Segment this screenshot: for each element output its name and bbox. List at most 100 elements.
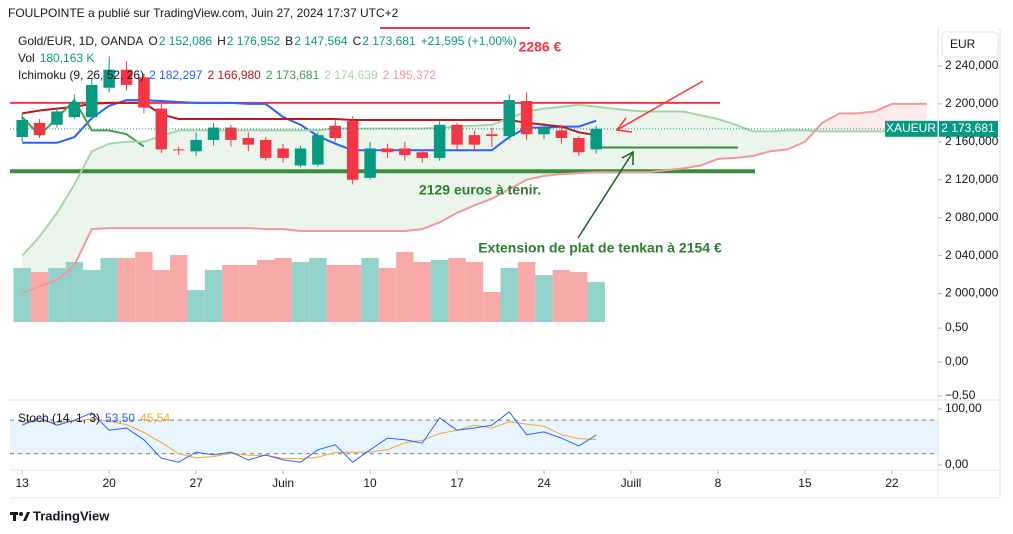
unit-box[interactable] bbox=[941, 31, 999, 58]
plot: 13 20 27 Juin 10 17 24 Juill 8 15 22 XAUEUR 2 173,68… bbox=[10, 34, 999, 490]
line-series bbox=[21, 103, 927, 257]
volume-bar bbox=[483, 291, 501, 322]
volume-bar bbox=[378, 267, 397, 322]
volume-bar bbox=[239, 265, 258, 322]
legend-item: Vol bbox=[18, 51, 35, 65]
red-arrow bbox=[615, 80, 704, 133]
x-tick-label: 24 bbox=[537, 476, 551, 490]
cloud bbox=[700, 115, 718, 166]
x-tick-label: Juill bbox=[621, 476, 642, 490]
cloud bbox=[735, 124, 753, 158]
volume-bar bbox=[587, 281, 605, 322]
y-tick-label: 2 080,000 bbox=[945, 210, 999, 224]
legend-item: 2 152,086 bbox=[159, 34, 213, 48]
volume-bar bbox=[152, 269, 171, 322]
cloud bbox=[770, 130, 788, 152]
cloud bbox=[283, 130, 301, 231]
candle-body bbox=[33, 122, 46, 136]
candle-body bbox=[486, 134, 498, 137]
candle-body bbox=[312, 135, 324, 165]
cloud bbox=[143, 136, 162, 229]
line-series bbox=[21, 102, 927, 295]
cloud bbox=[648, 111, 666, 173]
candle-body bbox=[68, 101, 81, 118]
candle-body bbox=[172, 149, 185, 151]
volume-bar bbox=[170, 255, 188, 322]
legend-item: 2 176,952 bbox=[227, 34, 281, 48]
volume-bar bbox=[100, 257, 118, 322]
x-tick-label: 20 bbox=[102, 476, 116, 490]
volume-bar bbox=[117, 257, 136, 322]
x-tick-label: 13 bbox=[15, 476, 29, 490]
cloud bbox=[787, 130, 805, 150]
cloud bbox=[404, 128, 423, 231]
cloud bbox=[91, 143, 110, 230]
cloud bbox=[544, 106, 562, 176]
legend-item: Stoch (14, 1, 3) bbox=[18, 411, 100, 425]
legend-item: C bbox=[353, 34, 362, 48]
volume-bar bbox=[309, 257, 327, 322]
volume-bar bbox=[570, 271, 588, 322]
candle-body bbox=[120, 69, 133, 85]
candle-body bbox=[190, 139, 202, 152]
volume-bar bbox=[535, 275, 553, 322]
legend-item: +21,595 (+1,00%) bbox=[421, 34, 517, 48]
volume-bar bbox=[83, 269, 101, 322]
header-title: FOULPOINTE a publié sur TradingView.com,… bbox=[8, 6, 399, 20]
candle-body bbox=[364, 148, 376, 178]
cloud bbox=[196, 130, 214, 229]
volume-bar bbox=[430, 259, 449, 322]
legend-item: 2 182,297 bbox=[149, 68, 203, 82]
price-tag bbox=[939, 120, 998, 137]
x-tick-label: 15 bbox=[798, 476, 812, 490]
legend-item: 45,54 bbox=[140, 411, 170, 425]
cloud bbox=[109, 141, 127, 229]
logo-icon bbox=[10, 512, 30, 521]
line-series bbox=[22, 418, 597, 460]
legend-item: O bbox=[148, 34, 157, 48]
volume-bar bbox=[257, 259, 275, 322]
unit-label: EUR bbox=[950, 37, 976, 51]
cloud bbox=[717, 119, 736, 159]
y-tick-label: 0,00 bbox=[945, 354, 969, 368]
legend-item: Gold/EUR, 1D, OANDA bbox=[18, 34, 143, 48]
volume-bar bbox=[187, 289, 205, 322]
candle-body bbox=[86, 84, 98, 118]
y-tick-label: 2 000,000 bbox=[945, 286, 999, 300]
cloud bbox=[630, 110, 649, 173]
cloud bbox=[370, 128, 388, 231]
volume-bar bbox=[204, 269, 223, 322]
annotation-text: Extension de plat de tenkan à 2154 € bbox=[478, 240, 722, 256]
candle-body bbox=[538, 127, 550, 135]
y-tick-label: 2 120,000 bbox=[945, 172, 999, 186]
logo-text: TradingView bbox=[33, 508, 110, 523]
line-series bbox=[22, 101, 597, 137]
volume-bar bbox=[500, 267, 518, 322]
annotation-text: 2129 euros à tenir. bbox=[419, 182, 541, 198]
cloud bbox=[230, 130, 249, 229]
cloud bbox=[126, 141, 144, 229]
y-tick-label: 0,50 bbox=[945, 320, 969, 334]
candle-body bbox=[520, 101, 533, 135]
y-tick-label: 0,00 bbox=[945, 457, 969, 471]
legend-item: 2 173,681 bbox=[266, 68, 320, 82]
legend-item: Ichimoku (9, 26, 52, 26) bbox=[18, 68, 144, 82]
volume-bar bbox=[222, 265, 240, 322]
volume-bar bbox=[552, 269, 571, 322]
cloud bbox=[665, 111, 684, 171]
legend-item: 2 195,372 bbox=[383, 68, 437, 82]
volume-bar bbox=[65, 261, 84, 322]
candle-body bbox=[329, 125, 342, 139]
candle-body bbox=[433, 124, 446, 158]
volume-bar bbox=[448, 257, 466, 322]
x-tick-label: 17 bbox=[450, 476, 464, 490]
green-arrow bbox=[577, 150, 634, 239]
x-tick-label: Juin bbox=[272, 476, 294, 490]
y-tick-label: −0,50 bbox=[945, 388, 976, 402]
candle-body bbox=[346, 120, 359, 180]
candle-body bbox=[555, 130, 568, 139]
candle-body bbox=[503, 100, 515, 137]
line-series bbox=[22, 411, 597, 463]
candle-body bbox=[294, 148, 307, 166]
